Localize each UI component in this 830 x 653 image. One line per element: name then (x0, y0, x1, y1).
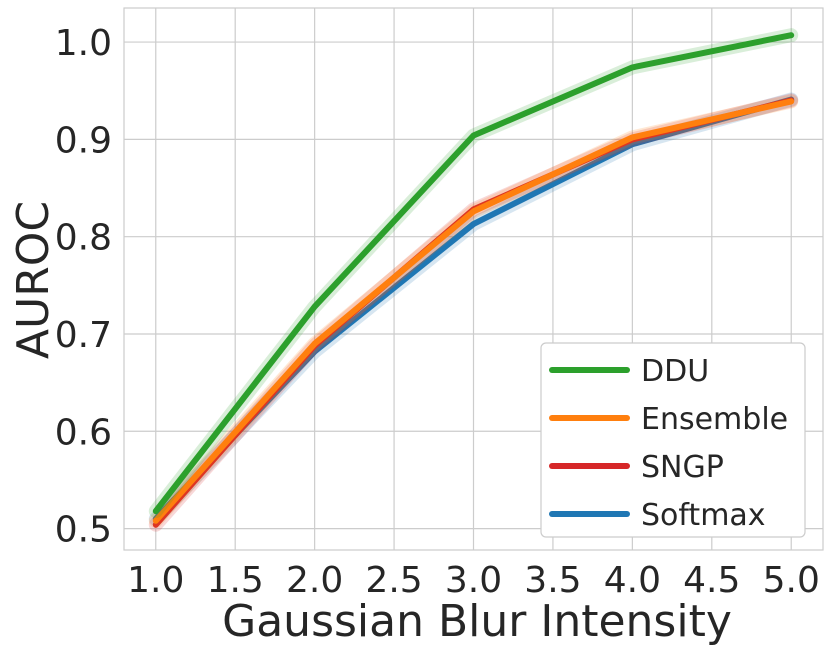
x-axis-label: Gaussian Blur Intensity (222, 596, 732, 647)
legend: DDU Ensemble SNGP Softmax (540, 342, 806, 538)
x-tick-label: 3.0 (445, 560, 502, 601)
x-tick-label: 2.0 (286, 560, 343, 601)
x-tick-label: 4.0 (604, 560, 661, 601)
legend-box (540, 342, 806, 538)
tick-labels: 1.0 1.5 2.0 2.5 3.0 3.5 4.0 4.5 5.0 0.5 0.6 0.7 0.8 0… (55, 23, 820, 601)
x-tick-label: 1.0 (127, 560, 184, 601)
x-tick-label: 3.5 (524, 560, 581, 601)
legend-label-ddu: DDU (641, 354, 709, 389)
y-tick-label: 0.5 (55, 510, 112, 551)
series-line-ddu (152, 32, 795, 515)
x-tick-label: 4.5 (683, 560, 740, 601)
x-tick-label: 5.0 (763, 560, 820, 601)
y-tick-label: 0.9 (55, 120, 112, 161)
series-line-ensemble (152, 98, 795, 524)
x-tick-label: 1.5 (207, 560, 264, 601)
x-tick-label: 2.5 (365, 560, 422, 601)
y-tick-label: 0.6 (55, 412, 112, 453)
y-tick-label: 0.8 (55, 218, 112, 259)
legend-label-softmax: Softmax (641, 498, 766, 533)
legend-label-sngp: SNGP (641, 450, 724, 485)
legend-label-ensemble: Ensemble (641, 402, 788, 437)
plot-area-frame (123, 7, 824, 551)
y-axis-label: AUROC (8, 201, 59, 359)
y-tick-label: 1.0 (55, 23, 112, 64)
series-lines (148, 28, 799, 532)
y-tick-label: 0.7 (55, 315, 112, 356)
